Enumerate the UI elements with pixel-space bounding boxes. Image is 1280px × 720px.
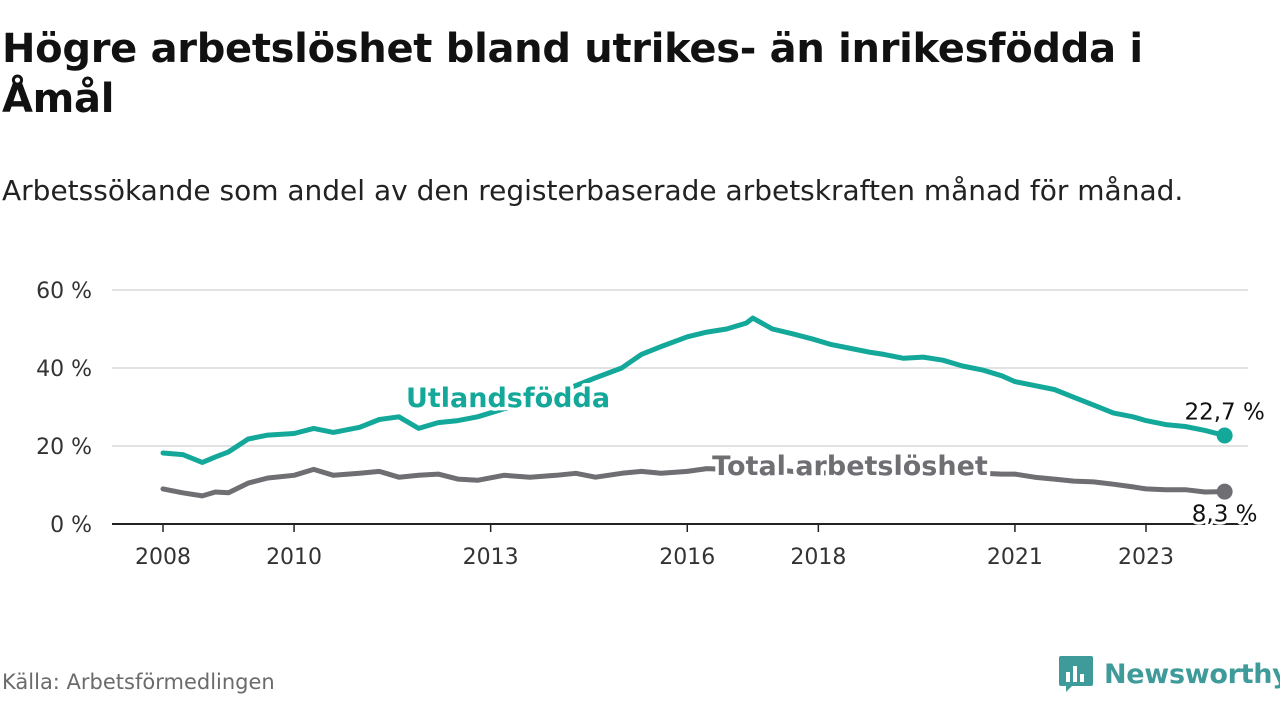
series-end-label-1: 8,3 % (1192, 502, 1258, 528)
series-lines (160, 315, 1233, 500)
x-tick-label: 2008 (135, 545, 191, 570)
x-axis: 2008 2010 2013 2016 2018 2021 2023 (112, 523, 1248, 570)
x-tick-label: 2016 (659, 545, 715, 570)
y-tick-label: 0 % (50, 513, 92, 538)
y-gridlines (112, 289, 1248, 447)
brand-logo[interactable]: Newsworthy (1058, 654, 1280, 694)
bar-chart-logo-icon (1059, 656, 1093, 692)
series-end-point-0 (1216, 427, 1233, 444)
x-tick-label: 2023 (1118, 545, 1174, 570)
source-note: Källa: Arbetsförmedlingen (2, 670, 275, 694)
y-tick-label: 20 % (36, 435, 92, 460)
series-labels: Utlandsfödda 22,7 % Total arbetslöshet 8,3 … (402, 380, 1267, 531)
x-tick-label: 2021 (987, 545, 1043, 570)
y-axis-tick-labels: 0 % 20 % 40 % 60 % (36, 279, 92, 538)
page-title: Högre arbetslöshet bland utrikes- än inr… (2, 26, 1143, 122)
x-tick-label: 2018 (790, 545, 846, 570)
y-tick-label: 40 % (36, 357, 92, 382)
series-label-0: Utlandsfödda (406, 383, 610, 414)
series-line-1 (160, 466, 1228, 499)
brand-name: Newsworthy (1104, 658, 1280, 690)
series-line-0 (160, 315, 1228, 465)
y-tick-label: 60 % (36, 279, 92, 304)
x-tick-label: 2013 (463, 545, 519, 570)
series-end-label-0: 22,7 % (1184, 399, 1264, 425)
series-label-1: Total arbetslöshet (712, 451, 988, 482)
x-tick-label: 2010 (266, 545, 322, 570)
series-end-point-1 (1216, 483, 1233, 500)
chart-subtitle: Arbetssökande som andel av den registerb… (2, 174, 1184, 207)
